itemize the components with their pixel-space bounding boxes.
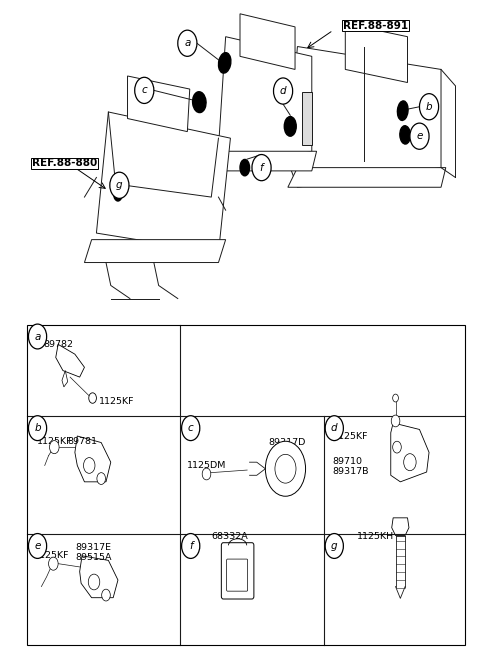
Circle shape — [275, 455, 296, 483]
Circle shape — [325, 416, 343, 441]
Circle shape — [274, 78, 293, 104]
Text: 1125KH: 1125KH — [357, 531, 395, 541]
Text: 89515A: 89515A — [75, 552, 111, 562]
Ellipse shape — [240, 159, 250, 176]
Text: 89710: 89710 — [332, 457, 362, 466]
Circle shape — [102, 589, 110, 601]
Text: 89317B: 89317B — [332, 467, 369, 476]
Polygon shape — [218, 37, 312, 171]
Circle shape — [28, 416, 47, 441]
Polygon shape — [345, 24, 408, 83]
Circle shape — [252, 155, 271, 180]
Text: e: e — [35, 541, 41, 551]
Ellipse shape — [114, 186, 122, 201]
Circle shape — [265, 441, 306, 496]
Text: a: a — [184, 38, 191, 49]
Circle shape — [110, 173, 129, 198]
Text: d: d — [280, 86, 287, 96]
Text: b: b — [34, 423, 41, 433]
Text: 89317E: 89317E — [75, 543, 111, 552]
Text: d: d — [331, 423, 337, 433]
Text: f: f — [260, 163, 264, 173]
Ellipse shape — [400, 126, 410, 144]
Text: REF.88-880: REF.88-880 — [32, 158, 97, 168]
Text: c: c — [188, 423, 193, 433]
Circle shape — [391, 415, 400, 427]
Ellipse shape — [397, 101, 408, 121]
Circle shape — [410, 123, 429, 150]
Circle shape — [88, 574, 100, 590]
Ellipse shape — [284, 117, 296, 136]
FancyBboxPatch shape — [227, 559, 248, 591]
FancyBboxPatch shape — [221, 543, 254, 599]
Text: 1125KF: 1125KF — [34, 551, 70, 560]
Text: 1125KF: 1125KF — [99, 397, 134, 406]
Circle shape — [49, 441, 59, 454]
Text: a: a — [35, 331, 41, 342]
Circle shape — [202, 468, 211, 480]
Circle shape — [48, 557, 58, 570]
Text: e: e — [416, 131, 423, 141]
Circle shape — [135, 77, 154, 104]
Text: g: g — [116, 180, 123, 190]
Bar — [27, 325, 465, 646]
Polygon shape — [80, 556, 118, 598]
Polygon shape — [218, 152, 317, 171]
Text: 68332A: 68332A — [211, 531, 248, 541]
Circle shape — [181, 533, 200, 558]
Polygon shape — [56, 344, 84, 377]
Circle shape — [393, 394, 398, 402]
Text: b: b — [426, 102, 432, 112]
Circle shape — [393, 441, 401, 453]
Polygon shape — [84, 239, 226, 262]
Circle shape — [28, 324, 47, 349]
Text: 89752: 89752 — [271, 448, 301, 457]
Circle shape — [84, 458, 95, 474]
Ellipse shape — [192, 92, 206, 113]
Text: 89782: 89782 — [44, 340, 74, 349]
Polygon shape — [391, 423, 429, 482]
Text: 1125KF: 1125KF — [333, 432, 369, 441]
Text: f: f — [189, 541, 192, 551]
Circle shape — [89, 393, 96, 403]
Circle shape — [97, 473, 106, 484]
Text: 89781: 89781 — [68, 437, 98, 445]
Polygon shape — [392, 518, 409, 535]
Polygon shape — [128, 76, 190, 132]
Polygon shape — [62, 371, 68, 387]
Polygon shape — [288, 168, 446, 187]
Polygon shape — [240, 14, 295, 70]
Circle shape — [181, 416, 200, 441]
Text: 1125KF: 1125KF — [36, 437, 72, 445]
Polygon shape — [288, 47, 441, 187]
Text: REF.88-891: REF.88-891 — [343, 20, 408, 31]
Circle shape — [404, 454, 416, 471]
Circle shape — [325, 533, 343, 558]
Text: 89317D: 89317D — [269, 438, 306, 447]
Circle shape — [178, 30, 197, 56]
Polygon shape — [302, 92, 312, 145]
Circle shape — [28, 533, 47, 558]
Circle shape — [420, 94, 439, 120]
Text: c: c — [142, 85, 147, 95]
Ellipse shape — [218, 52, 231, 73]
Polygon shape — [75, 436, 111, 482]
Polygon shape — [96, 112, 230, 253]
Text: 1125DM: 1125DM — [187, 461, 227, 470]
Text: g: g — [331, 541, 337, 551]
